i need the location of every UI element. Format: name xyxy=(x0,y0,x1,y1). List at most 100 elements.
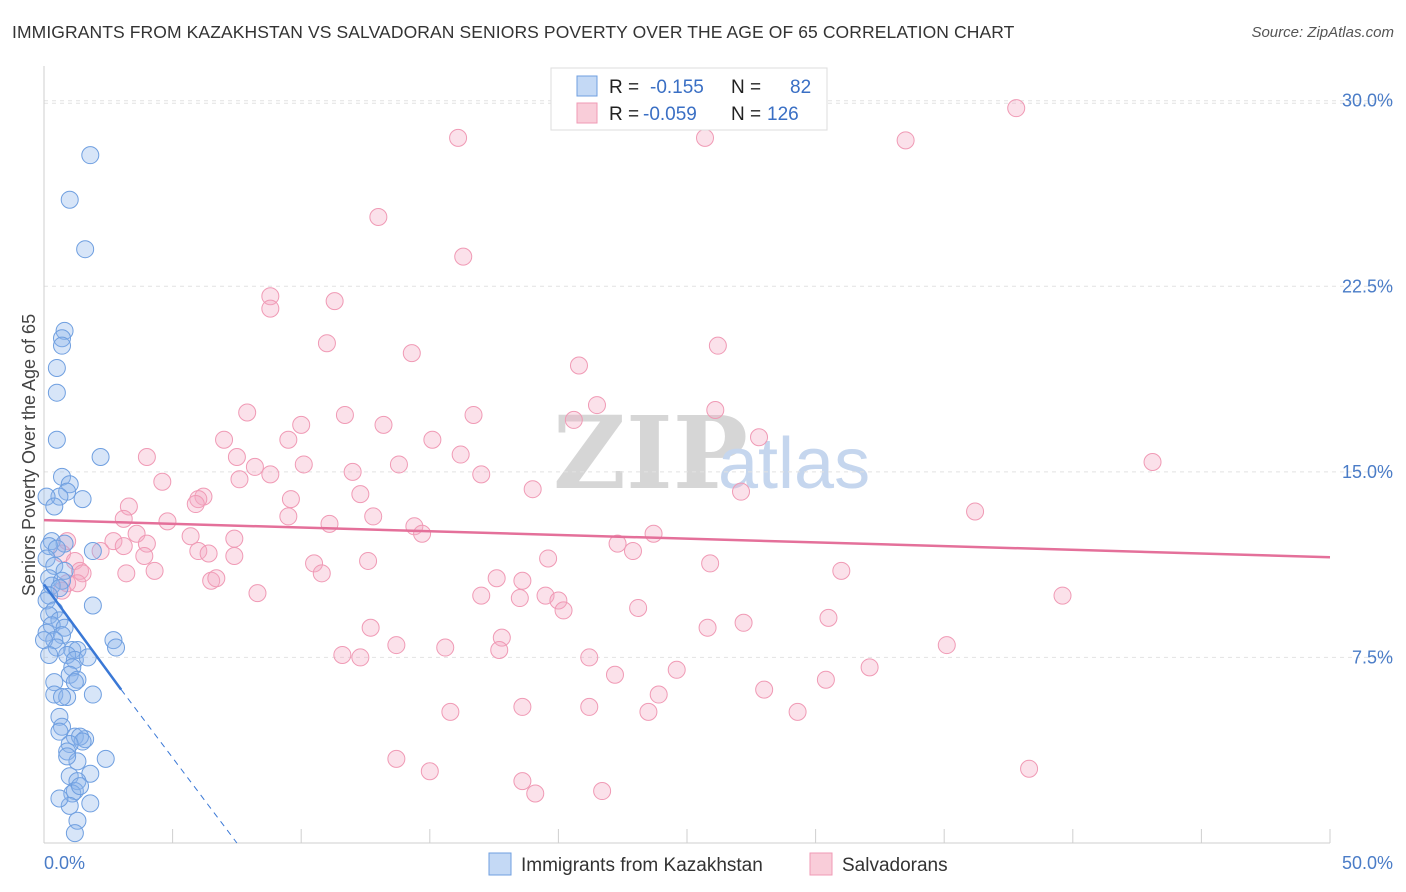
salvadorans-point xyxy=(73,564,92,583)
salvadorans-point xyxy=(320,514,339,533)
kazakhstan-point xyxy=(65,673,84,692)
salvadorans-point xyxy=(819,608,838,627)
salvadorans-point xyxy=(215,430,234,449)
y-tick-label: 7.5% xyxy=(1352,647,1393,667)
kazakhstan-point xyxy=(71,727,90,746)
salvadorans-point xyxy=(580,697,599,716)
x-tick-label-min: 0.0% xyxy=(44,853,85,873)
salvadorans-point xyxy=(816,670,835,689)
salvadorans-point xyxy=(449,128,468,147)
y-axis-label: Seniors Poverty Over the Age of 65 xyxy=(19,314,39,596)
salvadorans-point xyxy=(281,490,300,509)
kazakhstan-point xyxy=(53,717,72,736)
kazakhstan-point xyxy=(45,673,64,692)
salvadorans-point xyxy=(248,584,267,603)
salvadorans-point xyxy=(608,534,627,553)
kazakhstan-point xyxy=(47,383,66,402)
salvadorans-point xyxy=(966,502,985,521)
kazakhstan-point xyxy=(83,596,102,615)
salvadorans-point xyxy=(335,405,354,424)
salvadorans-point xyxy=(420,762,439,781)
salvadorans-point xyxy=(387,749,406,768)
salvadorans-point xyxy=(623,542,642,561)
salvadorans-point xyxy=(937,636,956,655)
salvadorans-point xyxy=(114,537,133,556)
salvadorans-point xyxy=(1143,452,1162,471)
x-tick-labels: 0.0% 50.0% xyxy=(44,853,1393,873)
salvadorans-point xyxy=(91,542,110,561)
salvadorans-point xyxy=(732,482,751,501)
stats-blue-n-value: 82 xyxy=(790,77,811,98)
kazakhstan-point xyxy=(55,321,74,340)
y-tick-label: 22.5% xyxy=(1342,276,1393,296)
salvadorans-point xyxy=(750,428,769,447)
salvadorans-point xyxy=(189,490,208,509)
salvadorans-point xyxy=(554,601,573,620)
y-tick-label: 30.0% xyxy=(1342,91,1393,111)
watermark-atlas: atlas xyxy=(718,424,870,504)
kazakhstan-point xyxy=(53,571,72,590)
kazakhstan-points xyxy=(35,146,126,843)
kazakhstan-point xyxy=(50,579,69,598)
salvadorans-point xyxy=(580,648,599,667)
salvadorans-point xyxy=(359,551,378,570)
trend-lines xyxy=(42,518,1331,844)
salvadorans-point xyxy=(510,589,529,608)
salvadorans-point xyxy=(68,574,87,593)
salvadorans-point xyxy=(441,702,460,721)
salvadorans-point xyxy=(245,457,264,476)
salvadorans-point xyxy=(387,636,406,655)
salvadorans-trend-line xyxy=(43,518,1331,559)
salvadorans-point xyxy=(351,485,370,504)
kazakhstan-point xyxy=(73,490,92,509)
salvadorans-point xyxy=(593,782,612,801)
salvadorans-point xyxy=(261,299,280,318)
salvadorans-point xyxy=(629,598,648,617)
salvadorans-point xyxy=(755,680,774,699)
stats-pink-swatch xyxy=(576,102,598,124)
salvadorans-point xyxy=(639,702,658,721)
kazakhstan-point xyxy=(37,549,56,568)
kazakhstan-point xyxy=(96,749,115,768)
salvadorans-point xyxy=(649,685,668,704)
salvadorans-point xyxy=(472,465,491,484)
salvadorans-point xyxy=(186,495,205,514)
kazakhstan-point xyxy=(107,638,126,657)
salvadorans-point xyxy=(389,455,408,474)
salvadorans-point xyxy=(145,561,164,580)
salvadorans-point xyxy=(549,591,568,610)
salvadorans-point xyxy=(227,448,246,467)
salvadorans-point xyxy=(343,462,362,481)
legend-blue-swatch xyxy=(488,852,512,876)
kazakhstan-point xyxy=(50,722,69,741)
salvadorans-point xyxy=(413,524,432,543)
salvadorans-point xyxy=(1020,759,1039,778)
y-tick-label: 15.0% xyxy=(1342,462,1393,482)
kazakhstan-trend-extension xyxy=(120,689,238,844)
kazakhstan-point xyxy=(65,824,84,843)
kazakhstan-point xyxy=(83,542,102,561)
kazakhstan-point xyxy=(37,487,56,506)
salvadorans-point xyxy=(181,527,200,546)
salvadorans-point xyxy=(369,208,388,227)
kazakhstan-point xyxy=(53,688,72,707)
salvadorans-point xyxy=(261,287,280,306)
stats-blue-r-value: -0.155 xyxy=(650,77,704,98)
salvadorans-point xyxy=(569,356,588,375)
salvadorans-point xyxy=(832,561,851,580)
salvadorans-point xyxy=(788,702,807,721)
salvadorans-point xyxy=(698,618,717,637)
salvadorans-point xyxy=(364,507,383,526)
salvadorans-point xyxy=(114,509,133,528)
kazakhstan-point xyxy=(71,777,90,796)
y-tick-labels: 7.5% 15.0% 22.5% 30.0% xyxy=(1342,91,1393,668)
kazakhstan-point xyxy=(58,747,77,766)
salvadorans-point xyxy=(708,336,727,355)
kazakhstan-point xyxy=(47,358,66,377)
salvadorans-point xyxy=(667,660,686,679)
salvadorans-point xyxy=(117,564,136,583)
legend-pink-label: Salvadorans xyxy=(842,855,948,876)
salvadorans-point xyxy=(199,544,218,563)
salvadorans-point xyxy=(238,403,257,422)
